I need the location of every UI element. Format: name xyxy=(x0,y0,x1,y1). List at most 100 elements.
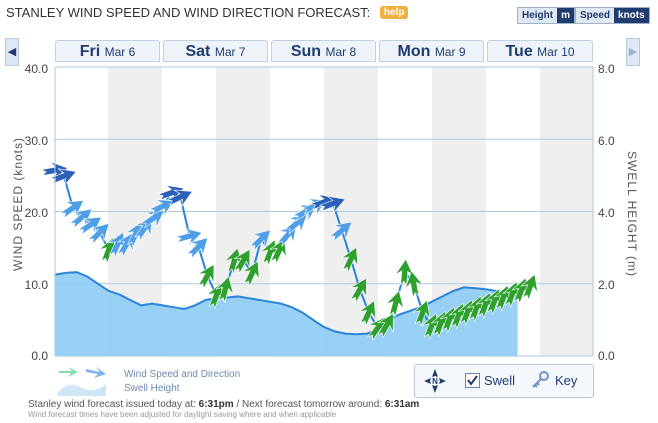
wind-arrow xyxy=(329,221,353,242)
left-tick-label: 10.0 xyxy=(24,278,48,292)
wind-arrow-shape xyxy=(148,199,175,216)
issued-prefix: Stanley wind forecast issued today at: xyxy=(28,399,196,410)
day-date: Mar 10 xyxy=(537,45,575,59)
wind-arrow xyxy=(166,189,193,207)
wind-arrow xyxy=(140,210,165,229)
wind-arrow-shape xyxy=(376,313,394,339)
wind-arrow xyxy=(148,199,175,216)
wind-arrow xyxy=(215,275,234,304)
wind-arrow xyxy=(59,200,85,219)
right-tick-label: 0.0 xyxy=(598,349,615,363)
legend-swell-label: Swell Height xyxy=(124,383,180,394)
day-tab-3[interactable]: Sun Mar 8 xyxy=(271,40,376,62)
wind-arrow-shape xyxy=(87,222,110,245)
wind-arrow-shape xyxy=(116,232,134,258)
wind-arrow-shape xyxy=(520,273,538,301)
height-unit-value: m xyxy=(557,8,575,23)
day-name: Mon xyxy=(397,43,431,60)
height-unit-toggle[interactable]: Height m xyxy=(517,7,576,24)
day-tab-4[interactable]: Mon Mar 9 xyxy=(379,40,484,62)
swell-area xyxy=(55,272,518,356)
help-button[interactable]: help xyxy=(379,6,409,19)
day-date: Mar 9 xyxy=(434,45,466,59)
next-days-button[interactable]: ▶ xyxy=(626,38,640,66)
wind-arrow-shape xyxy=(386,290,404,318)
left-tick-label: 30.0 xyxy=(24,134,48,148)
legend-swell-icon xyxy=(58,384,106,396)
wind-arrow-shape xyxy=(309,194,337,212)
chart-controls: N Swell Key xyxy=(414,364,594,398)
day-tab-1[interactable]: Fri Mar 6 xyxy=(55,40,160,62)
legend-wind-label: Wind Speed and Direction xyxy=(124,369,241,380)
wind-arrow-shape xyxy=(350,277,367,304)
previous-days-button[interactable]: ◀ xyxy=(5,38,19,66)
right-tick-label: 6.0 xyxy=(598,134,615,148)
swell-checkbox[interactable] xyxy=(465,373,480,388)
forecast-title: STANLEY WIND SPEED AND WIND DIRECTION FO… xyxy=(6,5,371,20)
wind-arrow xyxy=(376,313,394,339)
day-date: Mar 8 xyxy=(325,45,357,59)
right-tick-label: 2.0 xyxy=(598,278,615,292)
day-date: Mar 7 xyxy=(214,45,246,59)
wind-arrow-shape xyxy=(341,246,359,274)
chevron-left-icon: ◀ xyxy=(7,46,17,58)
wind-arrow xyxy=(186,237,209,260)
left-tick-label: 20.0 xyxy=(24,206,48,220)
wind-arrow-shape xyxy=(77,216,103,236)
right-tick-label: 8.0 xyxy=(598,62,615,76)
wind-arrow-shape xyxy=(284,214,308,235)
wind-arrow-shape xyxy=(175,227,203,246)
wind-arrow-shape xyxy=(318,195,346,214)
wind-arrow-shape xyxy=(197,264,215,290)
wind-arrow-shape xyxy=(166,189,193,207)
wind-arrow-shape xyxy=(140,210,165,229)
right-axis-title: SWELL HEIGHT (m) xyxy=(625,151,639,278)
swell-toggle-label[interactable]: Swell xyxy=(484,373,516,388)
wind-arrow xyxy=(359,300,376,327)
key-button[interactable]: Key xyxy=(555,373,578,388)
day-name: Sun xyxy=(290,43,322,60)
wind-arrow-shape xyxy=(59,200,85,219)
next-prefix: / Next forecast tomorrow around: xyxy=(236,399,383,410)
left-axis-title: WIND SPEED (knots) xyxy=(11,136,25,271)
wind-arrow xyxy=(284,214,308,235)
speed-unit-value: knots xyxy=(614,8,649,23)
wind-arrow xyxy=(520,273,538,301)
left-tick-label: 0.0 xyxy=(31,349,48,363)
forecast-issued-info: Stanley wind forecast issued today at: 6… xyxy=(28,399,419,410)
wind-arrow-shape xyxy=(242,260,260,287)
wind-arrow xyxy=(350,277,367,304)
checkmark-icon xyxy=(467,375,478,386)
wind-arrow-shape xyxy=(99,237,117,264)
compass-icon[interactable]: N xyxy=(423,368,447,394)
wind-arrow xyxy=(126,221,143,248)
wind-arrow xyxy=(197,264,215,290)
legend-wind-arrow-icon xyxy=(59,367,106,378)
next-time: 6:31am xyxy=(384,399,420,410)
wind-arrow xyxy=(341,246,359,274)
height-unit-label: Height xyxy=(518,8,558,23)
chart-legend: Wind Speed and Direction Swell Height xyxy=(56,366,256,396)
wind-arrow-shape xyxy=(215,275,234,304)
wind-arrow xyxy=(309,194,337,212)
wind-arrow xyxy=(77,216,103,236)
right-tick-label: 4.0 xyxy=(598,206,615,220)
wind-arrow xyxy=(99,237,117,264)
day-tab-5[interactable]: Tue Mar 10 xyxy=(487,40,593,62)
chevron-right-icon: ▶ xyxy=(628,46,638,58)
key-icon[interactable] xyxy=(530,371,550,389)
day-name: Tue xyxy=(505,43,533,60)
wind-arrow xyxy=(206,282,225,310)
day-name: Fri xyxy=(79,43,101,60)
wind-arrow-shape xyxy=(126,221,143,248)
speed-unit-toggle[interactable]: Speed knots xyxy=(575,7,650,24)
day-date: Mar 6 xyxy=(104,45,136,59)
speed-unit-label: Speed xyxy=(576,8,615,23)
swell-line xyxy=(55,271,519,336)
wind-arrow xyxy=(175,227,203,246)
compass-letter: N xyxy=(432,377,438,386)
wind-arrow-shape xyxy=(359,300,376,327)
day-tab-2[interactable]: Sat Mar 7 xyxy=(163,40,268,62)
left-tick-label: 40.0 xyxy=(24,62,48,76)
